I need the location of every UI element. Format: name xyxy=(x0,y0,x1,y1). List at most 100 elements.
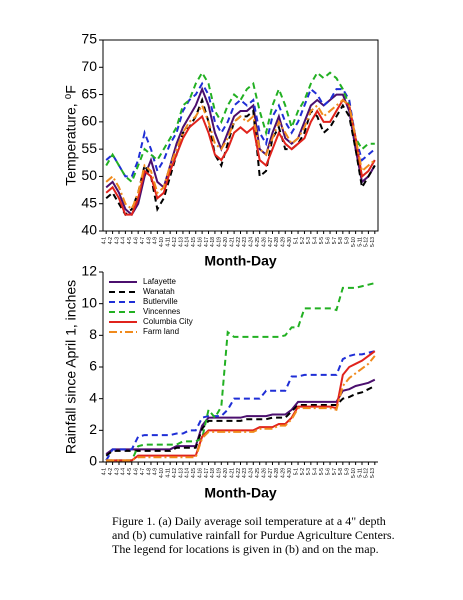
y-tick-label: 12 xyxy=(81,263,97,279)
y-tick-label: 4 xyxy=(89,389,97,405)
x-tick-label: 4-7 xyxy=(140,468,146,475)
y-tick-label: 2 xyxy=(89,421,97,437)
x-tick-label: 5-13 xyxy=(370,237,376,247)
x-tick-label: 5-3 xyxy=(306,237,312,244)
x-tick-label: 4-2 xyxy=(108,468,114,475)
x-tick-label: 5-1 xyxy=(293,237,299,244)
x-axis-title: Month-Day xyxy=(204,485,277,501)
caption: Figure 1. (a) Daily average soil tempera… xyxy=(112,514,395,556)
x-tick-label: 5-2 xyxy=(300,468,306,475)
x-tick-label: 4-9 xyxy=(153,237,159,244)
x-tick-label: 4-15 xyxy=(191,468,197,478)
legend-label: Wanatah xyxy=(143,287,175,296)
x-tick-label: 5-7 xyxy=(332,237,338,244)
legend-label: Lafayette xyxy=(143,277,176,286)
x-tick-label: 4-13 xyxy=(178,237,184,247)
y-tick-label: 75 xyxy=(81,31,97,47)
x-tick-label: 5-5 xyxy=(319,468,325,475)
x-tick-label: 5-12 xyxy=(364,237,370,247)
x-tick-label: 4-18 xyxy=(210,237,216,247)
series-line xyxy=(106,350,376,462)
x-tick-label: 4-3 xyxy=(114,237,120,244)
legend-label: Farm land xyxy=(143,327,179,336)
x-tick-label: 4-12 xyxy=(172,468,178,478)
x-tick-label: 5-4 xyxy=(313,468,319,475)
x-tick-label: 4-5 xyxy=(127,468,133,475)
x-tick-label: 4-14 xyxy=(185,468,191,478)
x-tick-label: 4-10 xyxy=(159,468,165,478)
x-tick-label: 5-10 xyxy=(351,237,357,247)
y-tick-label: 8 xyxy=(89,326,97,342)
x-tick-label: 4-10 xyxy=(159,237,165,247)
x-tick-label: 4-19 xyxy=(217,237,223,247)
series-line xyxy=(105,98,376,216)
series-line xyxy=(105,98,376,211)
x-tick-label: 4-28 xyxy=(274,237,280,247)
series-line xyxy=(105,86,376,217)
x-tick-label: 4-12 xyxy=(172,237,178,247)
series-line xyxy=(105,378,376,455)
x-tick-label: 4-20 xyxy=(223,468,229,478)
x-tick-label: 4-8 xyxy=(146,237,152,244)
x-tick-label: 4-26 xyxy=(261,468,267,478)
y-tick-label: 45 xyxy=(81,194,97,210)
x-tick-label: 4-17 xyxy=(204,468,210,478)
y-tick-label: 55 xyxy=(81,140,97,156)
x-tick-label: 4-13 xyxy=(178,468,184,478)
x-tick-label: 4-27 xyxy=(268,468,274,478)
x-tick-label: 5-5 xyxy=(319,237,325,244)
x-tick-label: 5-12 xyxy=(364,468,370,478)
x-tick-label: 5-8 xyxy=(338,468,344,475)
x-tick-label: 4-9 xyxy=(153,468,159,475)
x-tick-label: 4-11 xyxy=(165,468,171,478)
x-tick-label: 4-21 xyxy=(229,468,235,478)
x-tick-label: 4-22 xyxy=(236,468,242,478)
x-tick-label: 4-25 xyxy=(255,237,261,247)
x-tick-label: 5-3 xyxy=(306,468,312,475)
x-tick-label: 4-26 xyxy=(261,237,267,247)
x-tick-label: 4-17 xyxy=(204,237,210,247)
x-tick-label: 4-24 xyxy=(249,468,255,478)
y-tick-label: 10 xyxy=(81,294,97,310)
x-tick-label: 4-21 xyxy=(229,237,235,247)
x-tick-label: 4-20 xyxy=(223,237,229,247)
series-line xyxy=(106,355,376,462)
x-tick-label: 4-8 xyxy=(146,468,152,475)
x-tick-label: 5-6 xyxy=(325,237,331,244)
series-line xyxy=(106,282,376,462)
y-tick-label: 0 xyxy=(89,453,97,469)
series-line xyxy=(105,70,375,184)
x-tick-label: 4-2 xyxy=(108,237,114,244)
x-tick-label: 4-29 xyxy=(281,468,287,478)
x-tick-label: 4-18 xyxy=(210,468,216,478)
x-tick-label: 4-27 xyxy=(268,237,274,247)
x-tick-label: 4-25 xyxy=(255,468,261,478)
x-tick-label: 4-24 xyxy=(249,237,255,247)
y-axis-title: Temperature, ⁰F xyxy=(63,85,79,186)
x-tick-label: 5-10 xyxy=(351,468,357,478)
x-tick-label: 5-11 xyxy=(357,468,363,478)
x-tick-label: 4-14 xyxy=(185,237,191,247)
series-line xyxy=(105,81,376,178)
x-tick-label: 4-19 xyxy=(217,468,223,478)
x-tick-label: 5-8 xyxy=(338,237,344,244)
x-tick-label: 5-11 xyxy=(357,237,363,247)
x-tick-label: 4-11 xyxy=(165,237,171,247)
x-tick-label: 4-23 xyxy=(242,237,248,247)
y-tick-label: 60 xyxy=(81,113,97,129)
y-tick-label: 50 xyxy=(81,167,97,183)
y-tick-label: 65 xyxy=(81,85,97,101)
series-line xyxy=(105,385,376,457)
x-tick-label: 4-1 xyxy=(102,237,108,244)
x-tick-label: 4-4 xyxy=(121,237,127,244)
y-tick-label: 70 xyxy=(81,58,97,74)
x-tick-label: 4-1 xyxy=(102,468,108,475)
y-tick-label: 6 xyxy=(89,358,97,374)
x-tick-label: 4-4 xyxy=(121,468,127,475)
y-axis-title: Rainfall since April 1, inches xyxy=(63,280,79,454)
x-tick-label: 4-6 xyxy=(134,468,140,475)
x-tick-label: 5-6 xyxy=(325,468,331,475)
x-tick-label: 5-13 xyxy=(370,468,376,478)
x-tick-label: 4-29 xyxy=(281,237,287,247)
